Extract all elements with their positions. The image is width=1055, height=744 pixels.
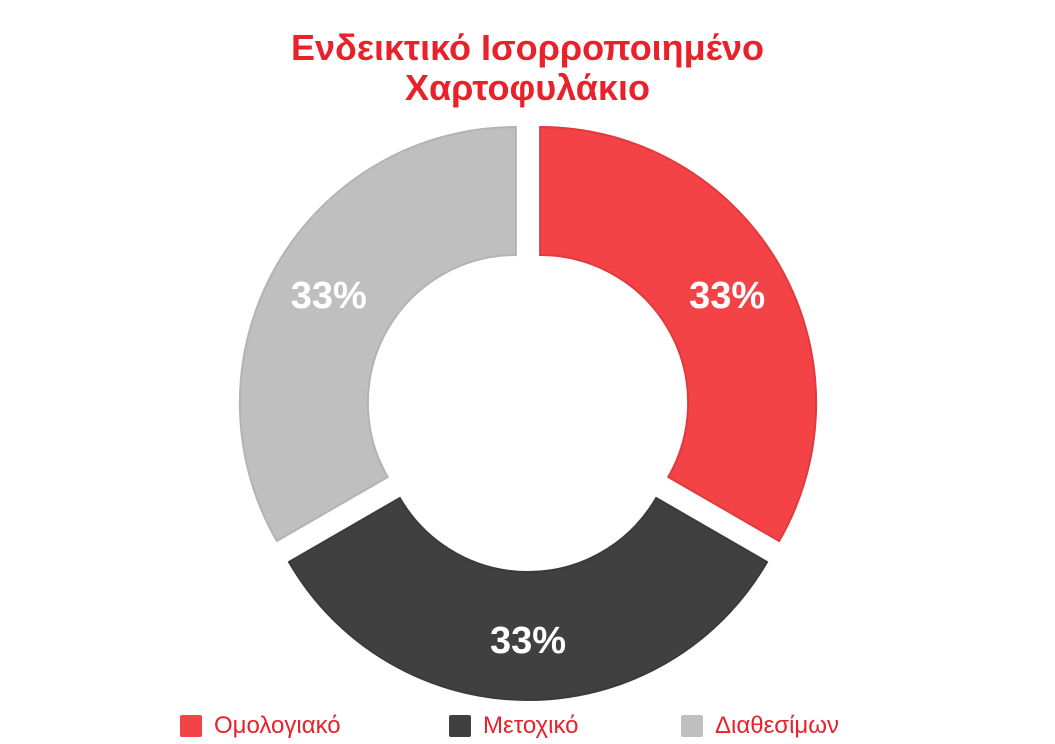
donut-slice-omologiako (539, 125, 818, 543)
legend-item-metoxiko: Μετοχικό (449, 708, 579, 744)
legend-swatch-omologiako (180, 715, 202, 737)
legend-item-omologiako: Ομολογιακό (180, 708, 341, 744)
chart-title-line-2: Χαρτοφυλάκιο (405, 67, 650, 108)
data-label-diathesimon: 33% (291, 275, 367, 317)
legend-label-omologiako: Ομολογιακό (214, 712, 341, 739)
chart-legend: Ομολογιακό Μετοχικό Διαθεσίμων (0, 708, 1055, 744)
data-label-omologiako: 33% (689, 275, 765, 317)
donut-slice-diathesimon (238, 125, 517, 543)
chart-title-line-1: Ενδεικτικό Ισορροποιημένο (291, 27, 764, 68)
legend-swatch-diathesimon (681, 715, 703, 737)
legend-item-diathesimon: Διαθεσίμων (681, 708, 839, 744)
chart-title: Ενδεικτικό Ισορροποιημένο Χαρτοφυλάκιο (0, 28, 1055, 108)
legend-label-metoxiko: Μετοχικό (483, 712, 579, 739)
legend-swatch-metoxiko (449, 715, 471, 737)
data-label-metoxiko: 33% (490, 620, 566, 662)
legend-label-diathesimon: Διαθεσίμων (715, 712, 839, 739)
donut-slice-metoxiko (287, 496, 769, 701)
